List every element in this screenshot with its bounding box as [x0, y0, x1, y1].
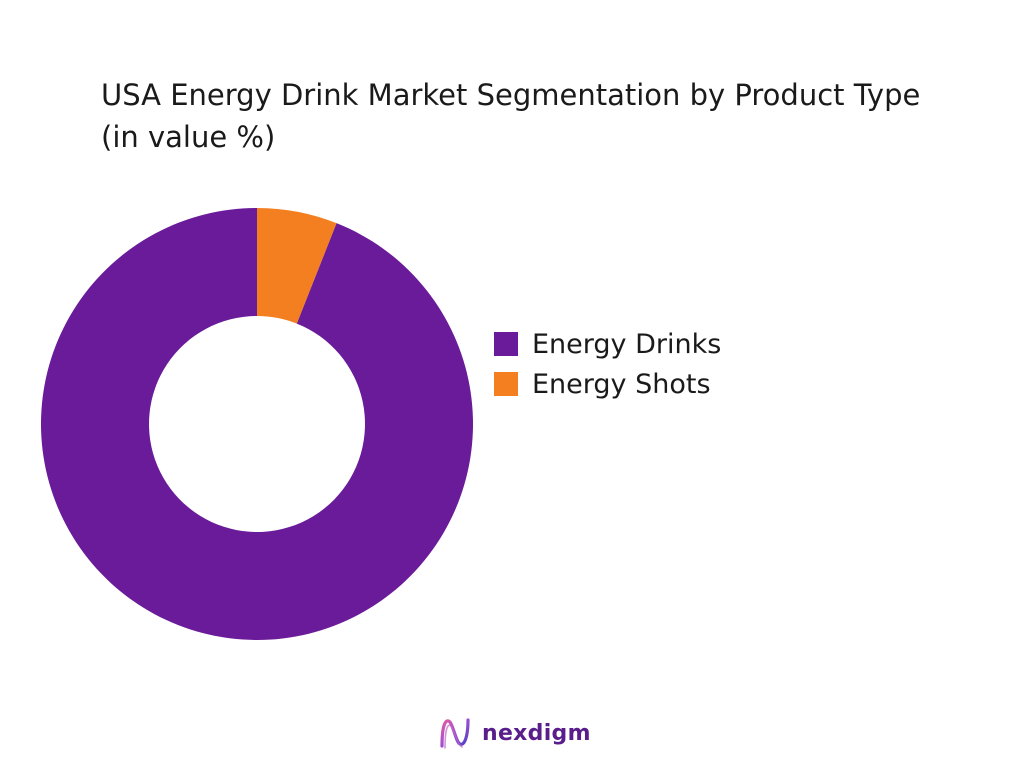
donut-slice-energy-shots [257, 208, 337, 324]
brand-name: nexdigm [482, 720, 591, 746]
brand-footer: nexdigm [436, 714, 591, 752]
legend-swatch-energy-drinks [494, 332, 518, 356]
nexdigm-wave-logo-icon [440, 718, 470, 749]
legend-label-energy-shots: Energy Shots [532, 368, 711, 400]
legend-label-energy-drinks: Energy Drinks [532, 328, 722, 360]
legend-item-energy-shots: Energy Shots [494, 364, 721, 404]
legend-swatch-energy-shots [494, 372, 518, 396]
chart-title: USA Energy Drink Market Segmentation by … [101, 78, 921, 154]
donut-slices [40, 208, 474, 640]
chart-legend: Energy Drinks Energy Shots [494, 324, 721, 404]
legend-item-energy-drinks: Energy Drinks [494, 324, 721, 364]
donut-slice-energy-drinks [40, 208, 474, 640]
